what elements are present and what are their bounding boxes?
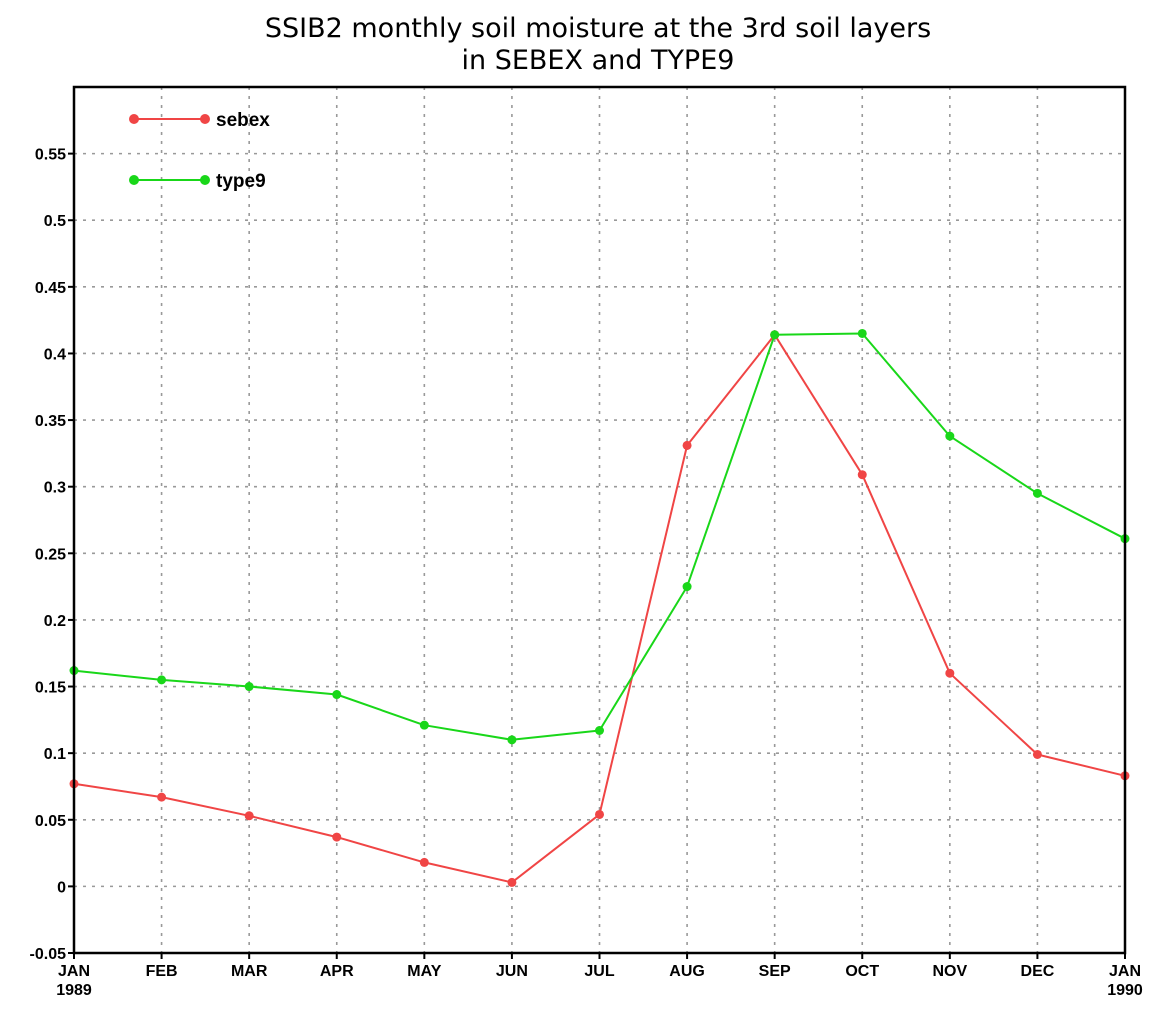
y-tick-label: 0.35 [35,413,66,430]
data-point-type9 [682,582,692,592]
y-tick-label: -0.05 [30,946,67,963]
x-tick-label: AUG [669,963,705,980]
x-tick-label: OCT [845,963,879,980]
data-point-type9 [1032,488,1042,498]
x-tick-label: 1989 [56,982,92,999]
data-point-type9 [332,690,342,700]
data-point-sebex [507,877,517,887]
x-tick-label: MAY [407,963,441,980]
legend-label-type9: type9 [216,171,266,192]
data-point-type9 [244,682,254,692]
data-point-type9 [770,330,780,340]
data-point-type9 [595,726,604,736]
y-tick-label: 0.4 [44,346,66,363]
legend-marker-sebex [200,114,210,124]
x-tick-label: JUN [496,963,528,980]
y-tick-label: 0.15 [35,680,66,697]
y-tick-label: 0.45 [35,280,66,297]
legend-marker-type9 [200,175,210,185]
y-tick-label: 0.3 [44,480,66,497]
data-point-type9 [945,431,955,441]
data-point-sebex [857,470,867,480]
x-tick-label: MAR [231,963,268,980]
legend-label-sebex: sebex [216,110,270,131]
x-tick-label: NOV [932,963,967,980]
y-tick-label: 0.2 [44,613,66,630]
y-axis: -0.05 0 0.05 0.1 0.15 0.2 0.25 0.3 0.35 0.4 0.45 0.… [30,147,74,963]
legend: sebex type9 [129,110,270,192]
data-point-type9 [157,675,167,685]
y-tick-label: 0.1 [44,746,66,763]
data-point-type9 [857,328,867,338]
chart-title-line-2: in SEBEX and TYPE9 [462,45,735,76]
x-tick-label: JAN [1109,963,1141,980]
legend-marker-sebex [129,114,139,124]
y-tick-label: 0.05 [35,813,66,830]
legend-marker-type9 [129,175,139,185]
x-tick-label: 1990 [1107,982,1143,999]
x-tick-label: DEC [1021,963,1055,980]
data-point-sebex [157,792,167,802]
data-point-sebex [682,440,692,450]
data-point-type9 [507,735,517,745]
x-tick-label: APR [320,963,354,980]
data-point-sebex [945,668,955,678]
x-tick-label: SEP [759,963,791,980]
y-tick-label: 0.55 [35,147,66,164]
data-point-sebex [332,832,342,842]
x-tick-label: FEB [146,963,178,980]
data-point-type9 [419,720,429,730]
x-axis: JAN 1989 FEB MAR APR MAY JUN JUL AUG SEP OCT NOV DEC… [56,953,1143,999]
data-point-sebex [419,857,429,867]
x-tick-label: JUL [584,963,614,980]
y-tick-label: 0.25 [35,546,66,563]
data-point-sebex [1032,749,1042,759]
x-tick-label: JAN [58,963,90,980]
data-point-sebex [244,811,254,821]
chart-title-line-1: SSIB2 monthly soil moisture at the 3rd s… [265,13,931,44]
grid [74,87,1125,953]
data-point-sebex [595,809,604,819]
y-tick-label: 0.5 [44,213,66,230]
y-tick-label: 0 [57,879,66,896]
